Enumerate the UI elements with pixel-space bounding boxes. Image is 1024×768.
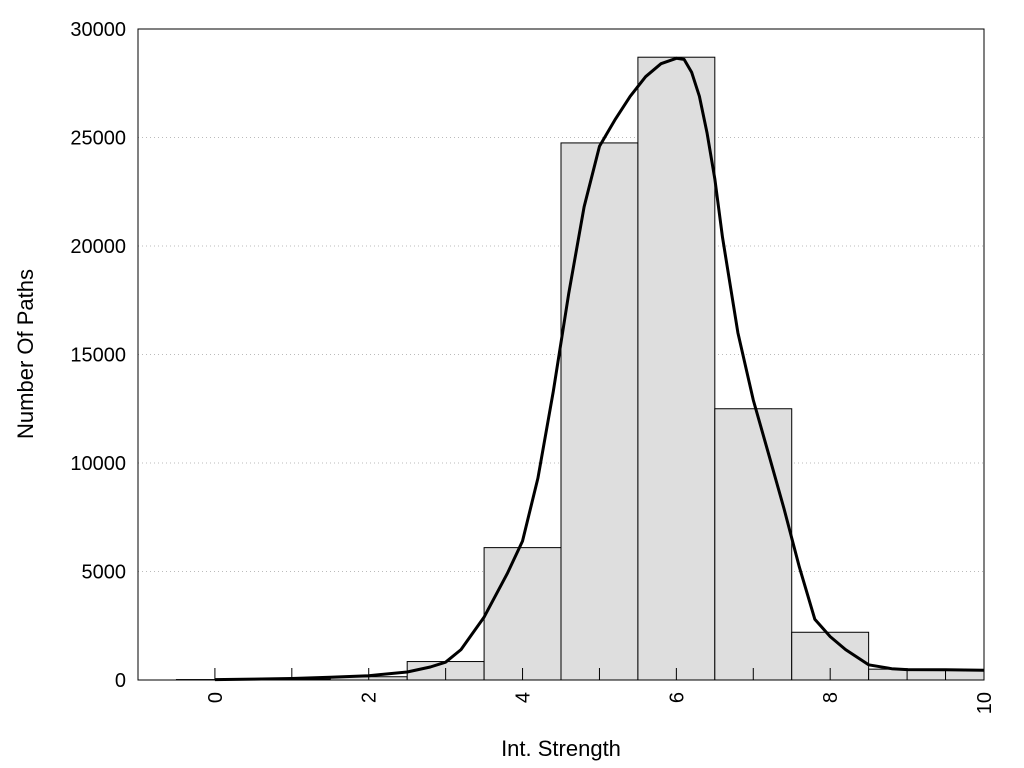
fit-curve-line bbox=[214, 56, 985, 682]
x-tick-label: 8 bbox=[820, 692, 842, 703]
x-tick-label: 2 bbox=[359, 692, 381, 703]
y-tick-label: 25000 bbox=[70, 128, 126, 150]
x-tick-label: 10 bbox=[974, 692, 996, 714]
y-axis-ticks: 0 5000 10000 15000 20000 25000 30000 bbox=[70, 19, 126, 692]
y-tick-label: 10000 bbox=[70, 453, 126, 475]
histogram-bar bbox=[483, 547, 562, 681]
y-tick-label: 0 bbox=[115, 670, 126, 692]
fit-curve-layer bbox=[214, 56, 985, 682]
histogram-bars bbox=[175, 56, 985, 681]
y-tick-label: 20000 bbox=[70, 236, 126, 258]
x-tick-label: 4 bbox=[513, 692, 535, 703]
y-tick-label: 5000 bbox=[82, 562, 127, 584]
grid-lines bbox=[138, 137, 984, 572]
x-axis-title: Int. Strength bbox=[501, 736, 621, 761]
x-tick-label: 6 bbox=[666, 692, 688, 703]
histogram-bar bbox=[560, 142, 639, 681]
x-tick-label: 0 bbox=[205, 692, 227, 703]
y-axis-title: Number Of Paths bbox=[13, 269, 38, 439]
histogram-bar bbox=[945, 669, 985, 681]
histogram-bar bbox=[637, 56, 716, 681]
x-axis-ticks: 0 2 4 6 8 10 bbox=[205, 668, 996, 714]
y-tick-label: 30000 bbox=[70, 19, 126, 41]
y-tick-label: 15000 bbox=[70, 345, 126, 367]
histogram-bar bbox=[714, 408, 793, 681]
plot-frame bbox=[137, 28, 985, 681]
